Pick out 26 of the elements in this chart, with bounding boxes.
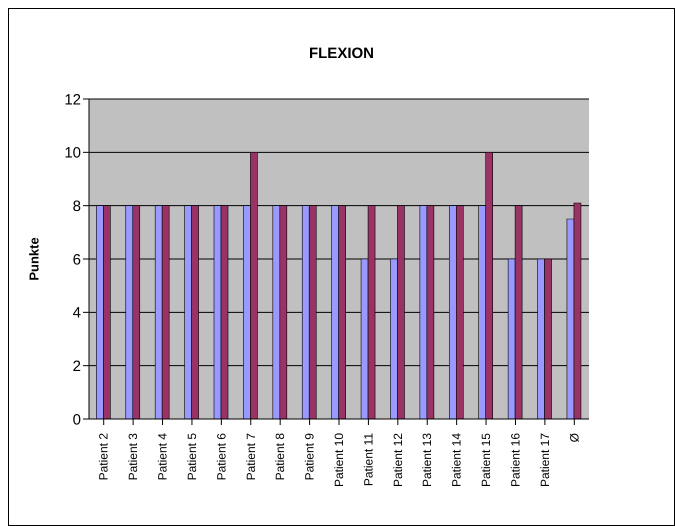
x-tick-label: Patient 9 [302, 432, 317, 480]
y-tick-label: 2 [72, 358, 81, 375]
x-tick-label: Patient 14 [450, 432, 464, 488]
y-tick-label: 10 [64, 144, 81, 162]
y-axis-title: Punkte [26, 237, 42, 281]
x-tick-label: Patient 3 [126, 432, 140, 480]
x-tick-label: Patient 16 [508, 432, 522, 488]
y-tick-label: 4 [72, 304, 81, 322]
x-tick-label: Ø [567, 433, 582, 442]
x-tick-label: Patient 2 [96, 432, 111, 480]
x-tick-label: Patient 10 [332, 432, 346, 488]
y-tick-label: 6 [72, 251, 81, 268]
x-tick-label: Patient 17 [538, 432, 552, 488]
x-tick-label: Patient 8 [273, 432, 288, 480]
x-tick-label: Patient 5 [184, 432, 199, 480]
y-tick-label: 8 [72, 198, 81, 215]
x-tick-label: Patient 7 [244, 432, 258, 480]
chart-title: FLEXION [308, 45, 375, 62]
x-tick-label: Patient 6 [214, 432, 228, 480]
y-tick-label: 12 [64, 91, 81, 108]
x-tick-label: Patient 11 [361, 432, 376, 486]
x-tick-label: Patient 12 [390, 432, 405, 488]
x-tick-label: Patient 13 [420, 432, 434, 488]
x-tick-label: Patient 15 [479, 432, 494, 488]
y-tick-label: 0 [72, 411, 81, 428]
x-tick-label: Patient 4 [156, 432, 170, 480]
